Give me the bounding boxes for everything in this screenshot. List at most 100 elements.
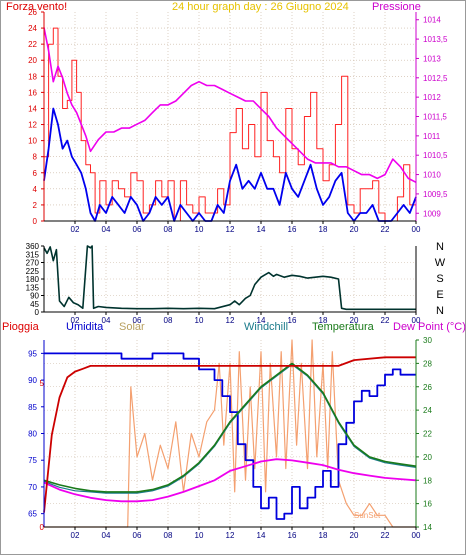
climate-rain-tick-label: 0	[40, 523, 45, 532]
legend-solar: Solar	[119, 321, 145, 333]
climate-xtick-label: 10	[195, 531, 204, 540]
wind-ytick-label: 8	[33, 153, 38, 162]
climate-humidity-tick-label: 80	[28, 430, 37, 439]
direction-ytick-label: 0	[35, 308, 40, 317]
legend-rain: Pioggia	[2, 321, 40, 333]
wind-gust-line	[44, 27, 417, 222]
wind-ytick-label-right: 1010,5	[423, 151, 448, 160]
climate-xtick-label: 02	[71, 531, 80, 540]
climate-xtick-label: 14	[257, 531, 266, 540]
climate-xtick-label: 18	[319, 531, 328, 540]
wind-xtick-label: 02	[71, 225, 80, 234]
wind-xtick-label: 22	[381, 225, 390, 234]
sunset-annotation: SunSet	[354, 511, 381, 520]
climate-temp-tick-label: 30	[423, 336, 432, 345]
climate-humidity-tick-label: 65	[28, 510, 37, 519]
wind-ytick-label: 24	[28, 24, 37, 33]
wind-xtick-label: 00	[412, 225, 421, 234]
direction-xtick-label: 02	[71, 316, 80, 325]
direction-compass-label: N	[436, 305, 444, 317]
wind-ytick-label-right: 1012,5	[423, 74, 448, 83]
climate-humidity-tick-label: 85	[28, 403, 37, 412]
wind-xtick-label: 06	[133, 225, 142, 234]
wind-ytick-label: 20	[28, 56, 37, 65]
climate-xtick-label: 16	[288, 531, 297, 540]
wind-ytick-label-right: 1009	[423, 209, 441, 218]
direction-xtick-label: 00	[412, 316, 421, 325]
direction-compass-label: W	[435, 257, 446, 269]
climate-xtick-label: 22	[381, 531, 390, 540]
wind-ytick-label-right: 1011,5	[423, 113, 447, 122]
direction-compass-label: S	[436, 273, 443, 285]
direction-xtick-label: 06	[133, 316, 142, 325]
climate-xtick-label: 12	[226, 531, 235, 540]
climate-xtick-label: 00	[412, 531, 421, 540]
direction-xtick-label: 04	[102, 316, 111, 325]
climate-temp-tick-label: 16	[423, 500, 432, 509]
direction-xtick-label: 10	[195, 316, 204, 325]
climate-temp-tick-label: 28	[423, 359, 432, 368]
temperature-line	[43, 362, 417, 493]
direction-xtick-label: 22	[381, 316, 390, 325]
climate-humidity-tick-label: 90	[28, 376, 37, 385]
legend-dew-point: Dew Point (°C)	[393, 321, 466, 333]
wind-ytick-label: 14	[28, 104, 37, 113]
wind-ytick-label: 6	[33, 169, 38, 178]
pressure-line	[43, 27, 417, 184]
direction-xtick-label: 16	[288, 316, 297, 325]
wind-xtick-label: 04	[102, 225, 111, 234]
wind-ytick-label: 22	[28, 40, 37, 49]
climate-xtick-label: 08	[164, 531, 173, 540]
direction-ytick-label-minor: 315	[26, 250, 40, 259]
wind-xtick-label: 16	[288, 225, 297, 234]
wind-ytick-label: 18	[28, 72, 37, 81]
wind-ytick-label: 2	[33, 201, 38, 210]
humidity-line	[44, 352, 416, 520]
wind-left-axis-title: Forza vento!	[6, 1, 67, 13]
wind-ytick-label: 0	[33, 217, 38, 226]
wind-xtick-label: 14	[257, 225, 266, 234]
direction-xtick-label: 18	[319, 316, 328, 325]
climate-humidity-tick-label: 75	[28, 456, 37, 465]
wind-ytick-label-right: 1011	[423, 132, 441, 141]
wind-ytick-label-right: 1010	[423, 171, 441, 180]
wind-avg-line	[43, 107, 417, 222]
direction-xtick-label: 20	[350, 316, 359, 325]
solar-line	[44, 339, 416, 528]
climate-humidity-tick-label: 95	[28, 349, 37, 358]
direction-ytick-label-minor: 45	[30, 300, 39, 309]
climate-temp-tick-label: 24	[423, 406, 432, 415]
direction-xtick-label: 12	[226, 316, 235, 325]
climate-temp-tick-label: 18	[423, 476, 432, 485]
wind-ytick-label: 10	[28, 137, 37, 146]
climate-temp-tick-label: 20	[423, 453, 432, 462]
wind-xtick-label: 18	[319, 225, 328, 234]
direction-ytick-label: 270	[26, 259, 40, 268]
direction-ytick-label: 90	[30, 292, 39, 301]
climate-xtick-label: 20	[350, 531, 359, 540]
direction-ytick-label-minor: 135	[26, 283, 40, 292]
wind-ytick-label-right: 1014	[423, 16, 441, 25]
direction-xtick-label: 08	[164, 316, 173, 325]
climate-xtick-label: 06	[133, 531, 142, 540]
wind-ytick-label: 16	[28, 88, 37, 97]
wind-ytick-label-right: 1013	[423, 54, 441, 63]
climate-temp-tick-label: 14	[423, 523, 432, 532]
direction-ytick-label: 180	[26, 275, 40, 284]
wind-chart-title: 24 hour graph day : 26 Giugno 2024	[172, 1, 349, 13]
climate-humidity-tick-label: 70	[28, 483, 37, 492]
wind-xtick-label: 08	[164, 225, 173, 234]
wind-ytick-label-right: 1009,5	[423, 190, 448, 199]
wind-xtick-label: 10	[195, 225, 204, 234]
direction-ytick-label-minor: 225	[26, 267, 40, 276]
wind-xtick-label: 12	[226, 225, 235, 234]
climate-rain-tick-label: 5	[40, 379, 45, 388]
wind-ytick-label: 26	[28, 8, 37, 17]
legend-windchill: Windchill	[244, 321, 288, 333]
climate-temp-tick-label: 26	[423, 383, 432, 392]
wind-direction-line	[43, 245, 416, 311]
direction-compass-label: N	[436, 241, 444, 253]
